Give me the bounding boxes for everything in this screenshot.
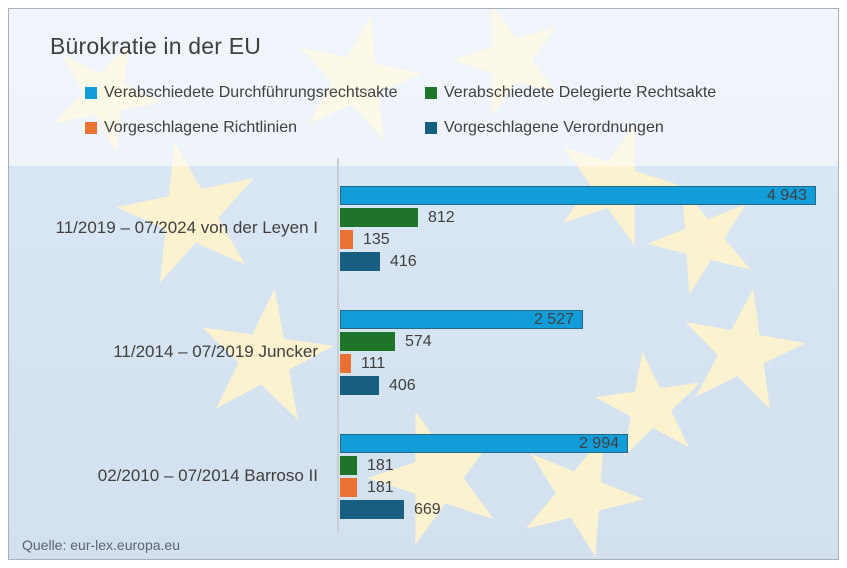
bar-11-2014-07-2019-juncker-s1 bbox=[340, 332, 395, 351]
value-label: 111 bbox=[361, 355, 386, 372]
value-label: 181 bbox=[367, 479, 394, 496]
legend-item-2: Vorgeschlagene Richtlinien bbox=[85, 119, 297, 137]
bar-02-2010-07-2014-barroso-ii-s1 bbox=[340, 456, 357, 475]
bar-11-2014-07-2019-juncker-s2 bbox=[340, 354, 351, 373]
plot-area: 11/2019 – 07/2024 von der Leyen I 4 943 81… bbox=[9, 9, 838, 559]
legend-item-1: Verabschiedete Delegierte Rechtsakte bbox=[425, 84, 716, 102]
category-label: 11/2019 – 07/2024 von der Leyen I bbox=[55, 218, 318, 237]
bar-11-2014-07-2019-juncker-s3 bbox=[340, 376, 379, 395]
bar-11-2019-07-2024-von-der-leyen-i-s1 bbox=[340, 208, 418, 227]
bar-02-2010-07-2014-barroso-ii-s3 bbox=[340, 500, 404, 519]
value-label: 416 bbox=[390, 253, 417, 270]
value-label: 2 994 bbox=[578, 435, 619, 452]
legend-label: Vorgeschlagene Richtlinien bbox=[104, 119, 298, 136]
bar-02-2010-07-2014-barroso-ii-s0 bbox=[340, 434, 628, 453]
value-label: 135 bbox=[363, 231, 390, 248]
value-label: 574 bbox=[405, 333, 432, 350]
value-label: 406 bbox=[389, 377, 416, 394]
legend-swatch bbox=[425, 122, 437, 134]
chart-title: Bürokratie in der EU bbox=[50, 33, 262, 59]
value-label: 669 bbox=[414, 501, 441, 518]
y-axis-line bbox=[337, 158, 339, 532]
value-label: 2 527 bbox=[533, 311, 574, 328]
category-label: 02/2010 – 07/2014 Barroso II bbox=[97, 466, 318, 485]
legend-item-0: Verabschiedete Durchführungsrechtsakte bbox=[85, 84, 398, 102]
legend-label: Vorgeschlagene Verordnungen bbox=[444, 119, 664, 136]
legend-swatch bbox=[85, 87, 97, 99]
bar-11-2014-07-2019-juncker-s0 bbox=[340, 310, 583, 329]
title-legend-backdrop bbox=[9, 9, 838, 166]
value-label: 812 bbox=[428, 209, 455, 226]
chart-frame: Bürokratie in der EU Verabschiedete Durc… bbox=[8, 8, 839, 560]
bar-11-2019-07-2024-von-der-leyen-i-s3 bbox=[340, 252, 380, 271]
legend-label: Verabschiedete Delegierte Rechtsakte bbox=[444, 84, 717, 101]
legend-swatch bbox=[85, 122, 97, 134]
value-label: 4 943 bbox=[766, 187, 807, 204]
value-label: 181 bbox=[367, 457, 394, 474]
legend-label: Verabschiedete Durchführungsrechtsakte bbox=[104, 84, 398, 101]
source-note: Quelle: eur-lex.europa.eu bbox=[22, 537, 180, 553]
legend-item-3: Vorgeschlagene Verordnungen bbox=[425, 119, 664, 137]
category-label: 11/2014 – 07/2019 Juncker bbox=[113, 342, 318, 361]
bar-02-2010-07-2014-barroso-ii-s2 bbox=[340, 478, 357, 497]
legend-swatch bbox=[425, 87, 437, 99]
bar-11-2019-07-2024-von-der-leyen-i-s2 bbox=[340, 230, 353, 249]
bar-11-2019-07-2024-von-der-leyen-i-s0 bbox=[340, 186, 816, 205]
